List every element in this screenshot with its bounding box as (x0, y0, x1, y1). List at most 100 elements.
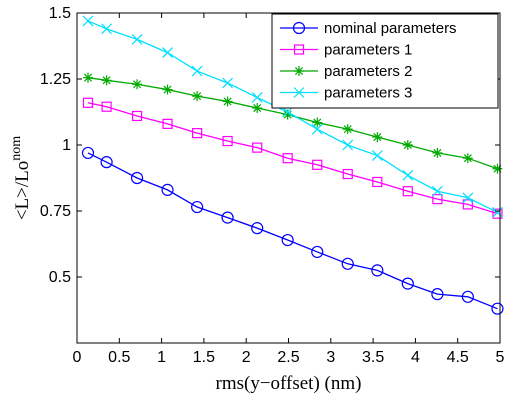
x-tick-label: 0 (73, 349, 82, 366)
data-point-parameters-2 (312, 117, 323, 128)
x-tick-label: 1 (157, 349, 166, 366)
x-tick-label: 2.5 (277, 349, 299, 366)
x-axis-label: rms(y−offset) (nm) (216, 373, 362, 394)
data-point-parameters-2 (192, 91, 203, 102)
data-point-parameters-1 (462, 199, 473, 210)
data-point-nominal-parameters (191, 200, 204, 214)
data-point-parameters-3 (462, 192, 474, 204)
data-point-nominal-parameters (431, 288, 444, 301)
data-point-parameters-3 (342, 139, 354, 151)
series-parameters-2 (82, 72, 503, 174)
series-line-parameters-1 (87, 102, 498, 215)
legend-entry-parameters-1: parameters 1 (280, 42, 412, 59)
data-point-parameters-1 (101, 101, 112, 112)
data-point-parameters-3 (371, 150, 383, 161)
data-point-parameters-1 (162, 118, 173, 129)
data-point-nominal-parameters (161, 183, 174, 196)
data-point-parameters-1 (222, 135, 233, 147)
x-tick-label: 4.5 (447, 349, 469, 366)
data-point-nominal-parameters (251, 222, 264, 235)
data-point-parameters-1 (342, 168, 353, 180)
data-point-parameters-3 (492, 206, 503, 218)
series-nominal-parameters (81, 146, 504, 315)
data-point-nominal-parameters (401, 277, 414, 290)
data-point-parameters-1 (282, 153, 293, 164)
data-point-nominal-parameters (281, 233, 294, 247)
x-tick-label: 2 (242, 349, 251, 366)
data-point-parameters-3 (431, 185, 443, 197)
legend-marker (293, 87, 305, 98)
legend-entry-parameters-3: parameters 3 (280, 85, 412, 102)
data-point-parameters-3 (191, 65, 203, 77)
x-tick-label: 0.5 (108, 349, 130, 366)
data-point-nominal-parameters (311, 245, 324, 259)
y-tick-label: 0.5 (49, 269, 71, 286)
data-point-parameters-3 (282, 106, 294, 118)
legend-marker (293, 44, 305, 55)
data-point-parameters-1 (192, 128, 203, 139)
y-axis-label-main: <L>/Lo (12, 161, 33, 220)
data-point-parameters-2 (342, 124, 353, 135)
data-point-parameters-2 (462, 153, 473, 164)
series-line-nominal-parameters (87, 152, 498, 310)
x-tick-label: 1.5 (193, 349, 215, 366)
data-point-parameters-1 (252, 142, 263, 153)
y-tick-label: 1.25 (40, 71, 71, 88)
legend-marker (292, 21, 306, 35)
y-tick-label: 1 (62, 137, 71, 154)
data-point-parameters-3 (82, 15, 94, 27)
data-point-parameters-2 (252, 103, 263, 114)
data-point-parameters-1 (432, 194, 443, 205)
series-layer (81, 15, 504, 315)
x-tick-label: 5 (496, 349, 505, 366)
x-tick-label: 4 (411, 349, 420, 366)
series-parameters-1 (82, 97, 503, 219)
data-point-nominal-parameters (81, 146, 95, 160)
data-point-parameters-2 (162, 84, 173, 95)
data-point-parameters-3 (101, 23, 113, 35)
legend-entry-nominal-parameters: nominal parameters (280, 20, 457, 37)
y-axis-label: <L>/Lonom (9, 136, 33, 220)
data-point-parameters-1 (131, 110, 143, 122)
data-point-nominal-parameters (221, 211, 234, 224)
data-point-parameters-2 (402, 140, 413, 150)
legend-label: parameters 3 (324, 85, 412, 102)
x-tick-label: 3.5 (362, 349, 384, 366)
legend-entry-parameters-2: parameters 2 (280, 63, 412, 80)
axes-layer: 0 0.5 1 1.5 2 2.5 3 3.5 4 4.5 5 0.5 0.75 1 1.25 1.5 (40, 5, 505, 366)
y-tick-label: 0.75 (40, 203, 71, 220)
y-axis-label-superscript: nom (9, 136, 24, 161)
data-point-parameters-2 (101, 75, 112, 86)
data-point-nominal-parameters (491, 302, 504, 315)
data-point-parameters-3 (311, 123, 323, 135)
data-point-parameters-3 (162, 47, 173, 59)
data-point-parameters-1 (372, 176, 383, 188)
data-point-parameters-2 (222, 96, 233, 107)
data-point-nominal-parameters (341, 257, 354, 270)
x-tick-label: 3 (326, 349, 335, 366)
series-parameters-3 (82, 15, 503, 218)
data-point-parameters-3 (251, 92, 263, 103)
y-tick-label: 1.5 (49, 5, 71, 22)
data-point-parameters-3 (222, 77, 234, 89)
data-point-parameters-2 (282, 109, 293, 120)
legend-label: nominal parameters (324, 20, 457, 37)
data-point-parameters-1 (312, 159, 323, 170)
legend-label: parameters 1 (324, 42, 412, 59)
data-point-parameters-1 (82, 97, 94, 108)
data-point-parameters-1 (492, 208, 503, 219)
data-point-nominal-parameters (130, 171, 144, 185)
data-point-parameters-3 (402, 169, 414, 181)
legend-marker (294, 66, 304, 76)
data-point-nominal-parameters (371, 264, 384, 277)
data-point-parameters-2 (132, 79, 143, 90)
legend-label: parameters 2 (324, 63, 412, 80)
data-point-parameters-3 (131, 33, 143, 45)
data-point-parameters-2 (82, 72, 93, 83)
legend: nominal parameters parameters 1 parameters… (271, 13, 499, 109)
data-point-parameters-2 (372, 132, 383, 143)
data-point-parameters-2 (492, 163, 503, 174)
data-point-parameters-2 (432, 147, 443, 158)
data-point-nominal-parameters (461, 290, 474, 303)
